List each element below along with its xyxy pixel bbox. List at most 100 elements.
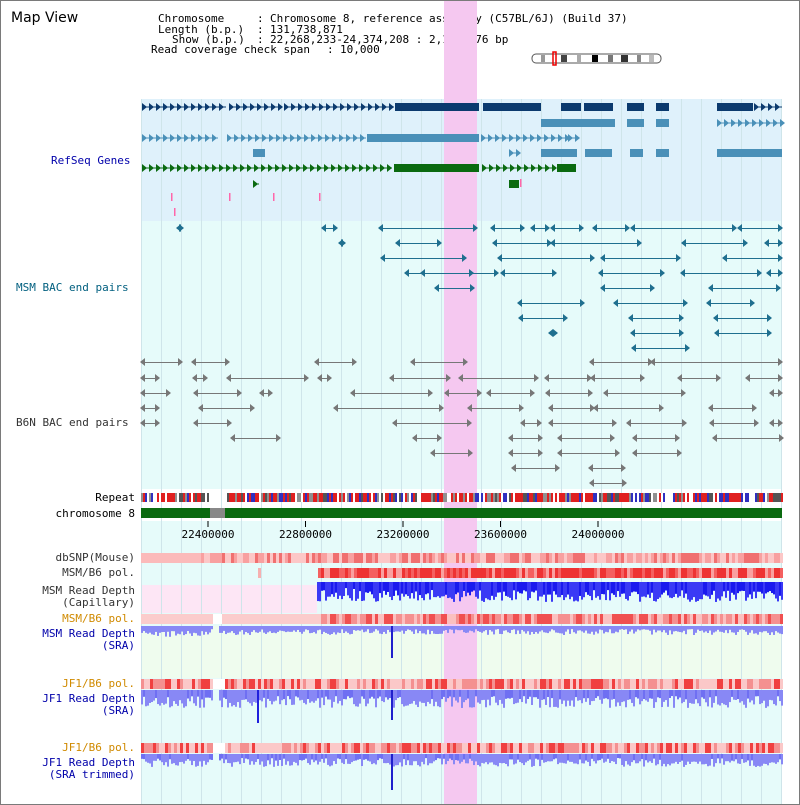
track-label-jf1-depth-trim: JF1 Read Depth: [42, 756, 135, 769]
msm-b6-pol-2-cell: [615, 614, 618, 624]
msm-sra-depth-bar: [679, 626, 681, 633]
jf1-b6-pol-cell: [717, 679, 720, 689]
msm-bac-pair-end: [778, 239, 783, 247]
jf1-b6-pol-cell: [513, 679, 516, 689]
repeat-element: [773, 493, 775, 502]
jf1-sra-depth-bar: [295, 690, 297, 697]
msm-sra-depth-bar: [509, 626, 511, 634]
jf1-sra-depth-bar: [327, 690, 329, 700]
b6n-bac-pair-end: [467, 419, 472, 427]
msm-b6-pol-cell: [381, 568, 384, 578]
jf1-b6-pol-cell: [645, 679, 648, 689]
refseq-gene-row-5-strand-arrow: [387, 164, 392, 172]
msm-b6-pol-2-cell: [144, 614, 147, 624]
msm-capillary-depth-bar: [459, 582, 461, 602]
msm-sra-depth-bar: [621, 626, 623, 630]
jf1-trimmed-depth-bar: [713, 754, 715, 767]
repeat-element: [301, 493, 303, 502]
jf1-sra-depth-bar: [439, 690, 441, 708]
jf1-trimmed-depth-bar: [611, 754, 613, 762]
msm-sra-depth-bar: [505, 626, 507, 631]
refseq-gene-row-1-strand-arrow: [142, 103, 147, 111]
msm-sra-depth-bar: [749, 626, 751, 633]
b6n-bac-pair-end: [227, 419, 232, 427]
jf1-sra-depth-bar: [669, 690, 671, 698]
refseq-gene-row-3-strand-arrow: [227, 134, 232, 142]
repeat-element: [191, 493, 193, 502]
msm-b6-pol-cell: [429, 568, 432, 578]
msm-b6-pol-cell: [552, 568, 555, 578]
track-label-chromosome: chromosome 8: [55, 507, 135, 520]
refseq-gene-row-2-strand-arrow: [766, 119, 771, 127]
msm-bac-pair-end: [630, 329, 635, 337]
msm-capillary-depth-bar: [347, 582, 349, 596]
refseq-gene-row-1-exon: [584, 103, 613, 111]
msm-capillary-depth-bar: [403, 582, 405, 597]
msm-sra-depth-bar: [269, 626, 271, 632]
jf1-trimmed-depth-bar: [317, 754, 319, 765]
msm-b6-pol-cell: [711, 568, 714, 578]
msm-bac-pair-end: [778, 224, 783, 232]
repeat-element: [447, 493, 449, 502]
jf1-sra-depth-bar: [425, 690, 427, 707]
msm-b6-pol-cell: [603, 568, 606, 578]
msm-b6-pol-2-cell: [636, 614, 639, 624]
msm-capillary-depth-bar: [535, 582, 537, 591]
jf1-b6-pol-2-cell: [198, 743, 201, 753]
jf1-b6-pol-cell: [552, 679, 555, 689]
jf1-b6-pol-cell: [555, 679, 558, 689]
msm-sra-depth-bar: [247, 626, 249, 634]
msm-bac-pair-end: [563, 314, 568, 322]
jf1-sra-depth-bar: [347, 690, 349, 697]
jf1-b6-pol-cell: [501, 679, 504, 689]
dbsnp-cell: [690, 553, 693, 563]
jf1-b6-pol-cell: [606, 679, 609, 689]
msm-b6-pol-2-cell: [477, 614, 480, 624]
refseq-gene-row-1-strand-arrow: [212, 103, 217, 111]
repeat-element: [647, 493, 649, 502]
jf1-trimmed-depth-bar: [177, 754, 179, 766]
b6n-bac-pair-end: [486, 389, 491, 397]
msm-b6-pol-2-cell: [723, 614, 726, 624]
jf1-b6-pol-cell: [651, 679, 654, 689]
jf1-b6-pol-cell: [297, 679, 300, 689]
jf1-sra-depth-bar: [615, 690, 617, 707]
msm-b6-pol-2-cell: [261, 614, 264, 624]
ideogram-band: [592, 55, 598, 62]
refseq-gene-row-5-strand-arrow: [191, 164, 196, 172]
jf1-sra-depth-bar: [209, 690, 211, 698]
jf1-trimmed-depth-bar: [667, 754, 669, 765]
repeat-element: [581, 493, 583, 502]
jf1-b6-pol-cell: [663, 679, 666, 689]
msm-sra-depth-bar: [315, 626, 317, 634]
jf1-sra-depth-bar: [173, 690, 175, 702]
repeat-element: [611, 493, 613, 502]
msm-b6-pol-cell: [426, 568, 429, 578]
jf1-sra-depth-bar: [311, 690, 313, 702]
refseq-gene-row-5-strand-arrow: [380, 164, 385, 172]
jf1-trimmed-depth-bar: [377, 754, 379, 761]
msm-b6-pol-cell: [588, 568, 591, 578]
msm-sra-depth-bar: [645, 626, 647, 630]
msm-sra-depth-bar: [409, 626, 411, 631]
msm-b6-pol-cell: [330, 568, 333, 578]
jf1-sra-depth-bar: [589, 690, 591, 705]
jf1-sra-depth-bar: [613, 690, 615, 699]
msm-sra-depth-bar: [481, 626, 483, 633]
refseq-gene-row-3-strand-arrow: [325, 134, 330, 142]
b6n-bac-pair-end: [534, 374, 539, 382]
jf1-b6-pol-cell: [672, 679, 675, 689]
msm-capillary-depth-bar: [657, 582, 659, 599]
msm-capillary-depth-bar: [325, 582, 327, 601]
jf1-b6-pol-cell: [171, 679, 174, 689]
jf1-b6-pol-2-cell: [489, 743, 492, 753]
msm-sra-depth-bar: [267, 626, 269, 633]
jf1-sra-depth-bar: [549, 690, 551, 708]
dbsnp-cell: [549, 553, 552, 563]
repeat-element: [779, 493, 781, 502]
refseq-gene-row-3-strand-arrow: [248, 134, 253, 142]
msm-b6-pol-cell: [714, 568, 717, 578]
msm-b6-pol-cell: [672, 568, 675, 578]
ideogram-band: [608, 55, 613, 62]
